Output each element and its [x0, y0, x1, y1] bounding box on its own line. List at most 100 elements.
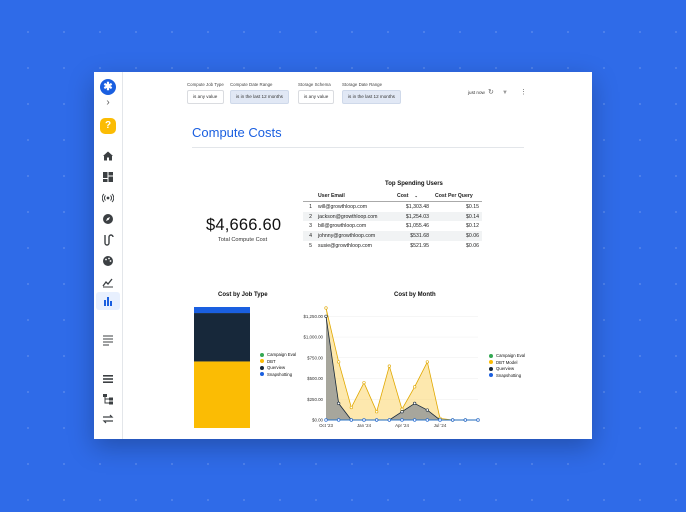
filter-value[interactable]: is in the last 12 months: [230, 90, 289, 104]
x-tick-label: Jan '24: [357, 423, 372, 428]
y-tick-label: $500.00: [307, 376, 323, 381]
x-tick-label: Oct '23: [319, 423, 333, 428]
row-index: 2: [303, 211, 315, 222]
title-divider: [192, 147, 524, 148]
monthly-legend-item[interactable]: Querview: [489, 366, 514, 371]
legend-label: Campaign Eval: [496, 353, 526, 358]
user-cost: $521.95: [410, 242, 429, 249]
data-point[interactable]: [413, 418, 417, 422]
user-cost-per-query: $0.14: [432, 211, 482, 222]
data-point[interactable]: [387, 418, 391, 422]
bar-segment[interactable]: [194, 307, 250, 314]
column-header-cost[interactable]: Cost ⌄: [394, 191, 432, 202]
filter-label: Compute Date Range: [230, 82, 273, 87]
data-point[interactable]: [337, 360, 341, 364]
legend-swatch: [489, 366, 493, 371]
y-tick-label: $750.00: [307, 355, 323, 360]
data-point[interactable]: [362, 418, 366, 422]
data-point[interactable]: [324, 306, 328, 310]
swap-icon[interactable]: [102, 413, 114, 425]
legend-label: Querview: [267, 365, 286, 370]
filter-storage-schema[interactable]: Storage Schema is any value: [298, 82, 335, 104]
bar-segment[interactable]: [194, 361, 250, 428]
data-point[interactable]: [362, 381, 366, 385]
x-tick-label: Apr '24: [395, 423, 409, 428]
filter-value[interactable]: is any value: [298, 90, 335, 104]
data-point[interactable]: [375, 410, 379, 414]
data-point[interactable]: [438, 418, 442, 422]
data-point[interactable]: [476, 418, 480, 422]
monthly-legend-item[interactable]: DBT Model: [489, 360, 517, 365]
job-type-legend-item[interactable]: Snapshotting: [260, 372, 292, 377]
data-point[interactable]: [413, 401, 417, 406]
app-logo[interactable]: ✱: [100, 79, 116, 95]
filter-value[interactable]: is any value: [187, 90, 224, 104]
filter-label: Storage Schema: [298, 82, 331, 87]
legend-swatch: [260, 359, 264, 364]
table-row: 4 johnny@growthloop.com $531.68 $0.06: [303, 231, 482, 241]
y-tick-label: $250.00: [307, 397, 323, 402]
data-point[interactable]: [425, 418, 429, 422]
data-point[interactable]: [413, 385, 417, 389]
data-point[interactable]: [337, 418, 341, 422]
sort-desc-icon[interactable]: ⌄: [414, 193, 418, 198]
list-icon[interactable]: [102, 373, 114, 385]
hierarchy-icon[interactable]: [102, 393, 114, 405]
data-point[interactable]: [324, 418, 328, 422]
home-icon[interactable]: [102, 150, 114, 162]
data-point[interactable]: [451, 418, 455, 422]
compass-icon[interactable]: [102, 213, 114, 225]
filter-storage-date-range[interactable]: Storage Date Range is in the last 12 mon…: [342, 82, 401, 104]
more-options-icon[interactable]: ⋮: [520, 89, 527, 96]
user-email: susie@growthloop.com: [318, 242, 372, 249]
y-tick-label: $1,000.00: [303, 335, 323, 340]
data-point[interactable]: [324, 314, 328, 318]
page-title: Compute Costs: [192, 125, 282, 140]
job-type-legend-item[interactable]: Querview: [260, 365, 285, 370]
help-icon[interactable]: ?: [100, 118, 116, 134]
bar-segment[interactable]: [194, 313, 250, 362]
notes-icon[interactable]: [102, 334, 114, 346]
job-type-legend-item[interactable]: Campaign Eval: [260, 352, 296, 357]
user-email: bill@growthloop.com: [318, 223, 367, 230]
table-row: 2 jackson@growthloop.com $1,254.03 $0.14: [303, 211, 482, 222]
sidebar: ✱ › ?: [94, 72, 123, 439]
flow-icon[interactable]: [102, 234, 114, 246]
data-point[interactable]: [425, 360, 429, 364]
column-header-cost-per-query[interactable]: Cost Per Query: [432, 191, 482, 202]
filter-value[interactable]: is in the last 12 months: [342, 90, 401, 104]
bar-chart-icon[interactable]: [102, 295, 114, 307]
broadcast-icon[interactable]: [102, 192, 114, 204]
data-point[interactable]: [400, 418, 404, 422]
palette-icon[interactable]: [102, 255, 114, 267]
column-header-email[interactable]: User Email: [315, 191, 394, 202]
analytics-icon[interactable]: [102, 276, 114, 288]
data-point[interactable]: [349, 418, 353, 422]
filter-label: Compute Job Type: [187, 82, 224, 87]
monthly-legend-item[interactable]: Campaign Eval: [489, 353, 525, 358]
legend-swatch: [489, 373, 493, 378]
job-type-legend-item[interactable]: DBT: [260, 359, 276, 364]
area-fill: [326, 316, 478, 420]
data-point[interactable]: [337, 401, 341, 406]
data-point[interactable]: [375, 418, 379, 422]
data-point[interactable]: [387, 364, 391, 368]
data-point[interactable]: [400, 410, 404, 414]
user-cost: $1,254.03: [394, 211, 432, 222]
filter-toggle-icon[interactable]: ▼: [502, 90, 508, 96]
job-type-chart-title: Cost by Job Type: [218, 292, 268, 298]
dashboard-icon[interactable]: [102, 171, 114, 183]
expand-sidebar-icon[interactable]: ›: [106, 97, 110, 108]
row-index: 1: [309, 203, 312, 210]
data-point[interactable]: [463, 418, 467, 422]
monthly-legend-item[interactable]: Snapshotting: [489, 373, 521, 378]
row-index: 4: [303, 231, 315, 241]
data-point[interactable]: [349, 405, 353, 410]
top-users-table: User Email Cost ⌄ Cost Per Query 1 will@g…: [303, 191, 482, 250]
data-point[interactable]: [425, 408, 429, 412]
refresh-icon[interactable]: ↻: [488, 89, 494, 96]
column-header-cost-label: Cost: [397, 193, 409, 199]
legend-label: Snapshotting: [267, 371, 293, 377]
filter-compute-date-range[interactable]: Compute Date Range is in the last 12 mon…: [230, 82, 289, 104]
filter-compute-job-type[interactable]: Compute Job Type is any value: [187, 82, 224, 104]
